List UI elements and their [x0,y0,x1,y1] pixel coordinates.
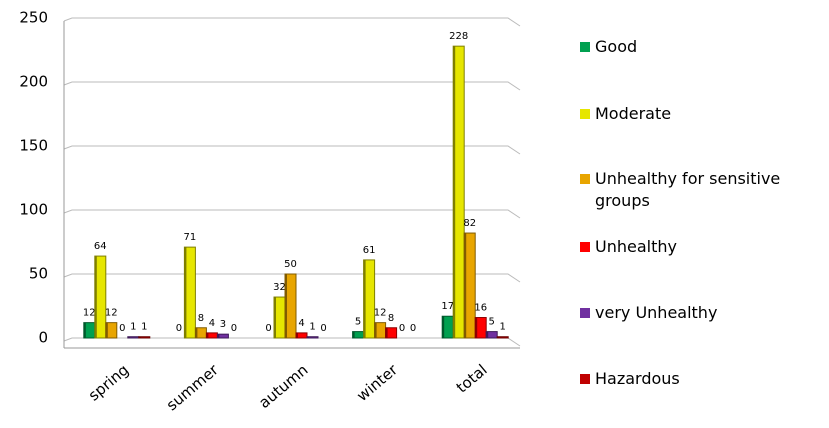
x-tick-label: summer [163,360,223,414]
bar-side [307,336,309,338]
bar-side [352,331,355,338]
value-label: 17 [441,301,454,312]
bar-side [94,256,97,338]
value-label: 16 [474,303,487,314]
bar-side [138,336,141,338]
value-label: 12 [105,308,118,319]
bar-side [363,259,366,338]
bar-side [374,322,377,338]
x-tick-label: autumn [255,361,311,412]
grid-line [63,81,521,91]
legend-label: very Unhealthy [595,303,718,322]
y-tick-label: 100 [19,201,48,219]
y-tick-label: 0 [38,329,48,347]
value-label: 61 [363,245,376,256]
value-label: 1 [141,322,147,333]
value-label: 82 [463,218,476,229]
legend-item: Moderate [580,103,825,125]
value-label: 8 [388,313,394,324]
legend-item: Unhealthy for sensitive groups [580,168,825,212]
value-label: 0 [176,323,182,334]
bar-side [385,327,388,338]
legend-swatch [580,374,590,384]
value-label: 8 [198,313,204,324]
bar-side [296,332,298,338]
value-label: 1 [500,322,506,333]
bar-side [217,334,220,338]
value-label: 32 [273,282,286,293]
value-label: 64 [94,241,107,252]
value-label: 0 [231,323,237,334]
grid-line [63,17,521,27]
value-label: 12 [83,308,96,319]
value-label: 1 [130,322,136,333]
x-tick-label: spring [85,361,132,405]
legend-item: Good [580,36,825,58]
y-tick-label: 150 [19,137,48,155]
value-label: 1 [309,322,315,333]
legend-label: Moderate [595,104,672,123]
value-label: 12 [374,308,387,319]
value-label: 5 [489,317,495,328]
value-label: 3 [220,319,226,330]
bar-side [486,331,489,338]
value-label: 0 [265,323,271,334]
bar-side [83,322,86,338]
value-label: 0 [119,323,125,334]
legend-swatch [580,308,590,318]
value-label: 5 [355,317,361,328]
bar-side [453,46,456,338]
legend-swatch [580,42,590,52]
x-tick-label: winter [353,360,401,405]
y-tick-label: 50 [29,265,48,283]
legend-label: Good [595,37,638,56]
grid-line [63,337,521,347]
value-label: 228 [449,31,468,42]
y-tick-label: 250 [19,9,48,27]
bar-side [184,247,187,338]
grid-line [63,145,521,155]
bar-side [464,233,467,338]
value-label: 0 [320,323,326,334]
value-label: 4 [298,318,304,329]
legend-swatch [580,109,590,119]
grid-line [63,209,521,219]
bar-side [105,322,108,338]
value-label: 50 [284,259,297,270]
legend-label: Hazardous [595,369,680,388]
bar-side [274,297,276,338]
bar-side [442,316,445,338]
bar-side [475,317,478,338]
legend-item: Unhealthy [580,236,825,258]
legend-swatch [580,242,590,252]
legend-label: Unhealthy [595,237,677,256]
legend-item: Hazardous [580,368,825,390]
value-label: 4 [209,318,215,329]
bar-side [195,327,198,338]
value-label: 0 [399,323,405,334]
legend-label: Unhealthy for sensitive groups [595,169,781,210]
legend-swatch [580,174,590,184]
legend-item: very Unhealthy [580,302,825,324]
x-tick-label: total [453,361,491,397]
value-label: 0 [410,323,416,334]
bar-side [285,274,287,338]
value-label: 71 [184,232,197,243]
bar-side [497,336,500,338]
bar-side [127,336,130,338]
bar-side [206,332,209,338]
y-tick-label: 200 [19,73,48,91]
